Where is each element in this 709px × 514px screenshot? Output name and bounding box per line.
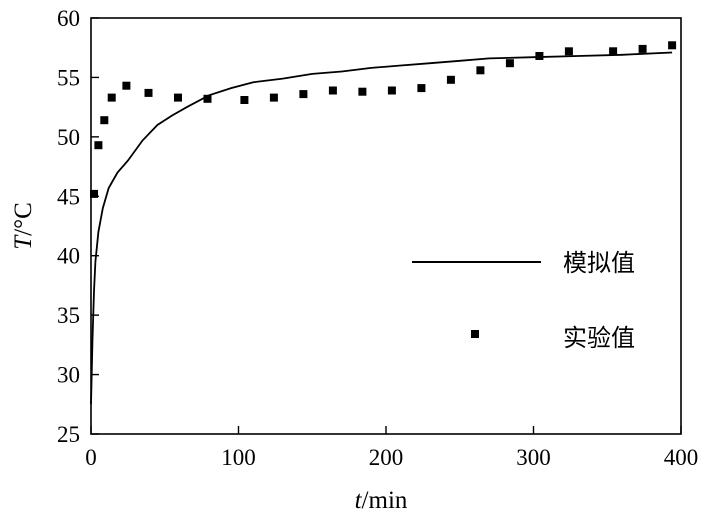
legend: 模拟值 实验值	[412, 249, 635, 352]
experimental-point	[174, 93, 182, 102]
y-tick-label: 55	[57, 65, 80, 90]
y-tick-label: 45	[57, 184, 80, 209]
experimental-point	[100, 116, 109, 125]
y-tick-labels: 25 30 35 40 45 50 55 60	[57, 6, 80, 447]
series-group	[90, 41, 677, 405]
experimental-point	[609, 47, 618, 56]
experimental-point	[203, 94, 212, 103]
axis-ticks	[90, 17, 682, 435]
y-tick-label: 25	[57, 422, 80, 447]
experimental-point	[144, 88, 153, 97]
experimental-point	[90, 189, 98, 198]
legend-label-simulated: 模拟值	[563, 249, 635, 277]
experimental-point	[505, 59, 514, 68]
experimental-point	[638, 44, 647, 53]
x-axis-label: t/min	[355, 487, 408, 514]
experimental-point	[564, 47, 573, 56]
experimental-point	[328, 86, 337, 95]
experimental-point	[446, 75, 455, 84]
experimental-point	[535, 52, 544, 60]
plot-frame	[90, 17, 682, 435]
experimental-point	[417, 84, 426, 93]
experimental-point	[358, 87, 367, 96]
experimental-point	[240, 96, 249, 104]
experimental-point	[94, 141, 103, 150]
y-tick-label: 30	[57, 363, 80, 388]
experimental-point	[107, 93, 116, 102]
legend-label-experimental: 实验值	[563, 324, 635, 352]
x-tick-label: 200	[369, 445, 404, 470]
x-tick-labels: 0 100 200 300 400	[85, 445, 698, 470]
y-tick-label: 40	[57, 244, 80, 269]
y-tick-label: 35	[57, 303, 80, 328]
experimental-point	[122, 81, 131, 90]
experimental-point	[668, 41, 677, 50]
x-tick-label: 100	[221, 445, 256, 470]
x-tick-label: 300	[516, 445, 551, 470]
experimental-point	[299, 90, 308, 99]
y-tick-label: 50	[57, 125, 80, 150]
experimental-point	[269, 93, 278, 102]
y-axis-label: T/°C	[10, 202, 37, 250]
experimental-point	[387, 86, 396, 95]
legend-marker-swatch	[471, 330, 479, 338]
y-tick-label: 60	[57, 6, 80, 31]
x-tick-label: 400	[664, 445, 699, 470]
experimental-point	[476, 66, 485, 75]
simulated-line	[90, 51, 673, 405]
x-tick-label: 0	[85, 445, 97, 470]
